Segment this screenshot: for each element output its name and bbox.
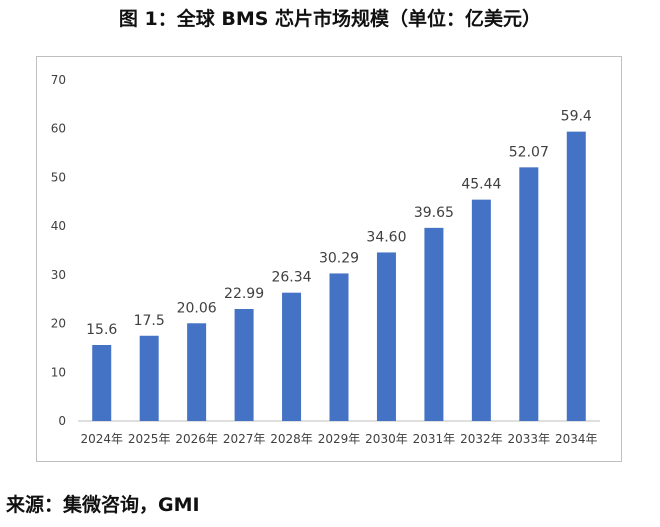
- data-label: 15.6: [86, 322, 117, 338]
- data-label: 20.06: [177, 300, 217, 316]
- bar: [234, 309, 254, 421]
- x-tick-label: 2028年: [270, 432, 313, 446]
- x-tick-label: 2024年: [80, 432, 123, 446]
- data-label: 39.65: [414, 205, 454, 221]
- x-tick-label: 2027年: [223, 432, 266, 446]
- y-tick-label: 30: [51, 268, 66, 282]
- bar: [92, 345, 112, 421]
- bar: [139, 335, 159, 421]
- y-tick-label: 20: [51, 317, 66, 331]
- y-tick-label: 0: [58, 414, 66, 428]
- x-tick-label: 2032年: [460, 432, 503, 446]
- y-tick-label: 50: [51, 170, 66, 184]
- x-tick-label: 2034年: [555, 432, 598, 446]
- data-label: 22.99: [224, 286, 264, 302]
- x-tick-label: 2030年: [365, 432, 408, 446]
- data-label: 59.4: [561, 109, 592, 125]
- bar: [424, 227, 444, 421]
- bar: [471, 199, 491, 421]
- x-tick-label: 2025年: [128, 432, 171, 446]
- x-tick-label: 2033年: [508, 432, 551, 446]
- data-label: 26.34: [271, 270, 311, 286]
- data-label: 52.07: [509, 144, 549, 160]
- bar: [519, 167, 539, 421]
- y-tick-label: 60: [51, 122, 66, 136]
- bar: [566, 131, 586, 421]
- bar: [282, 292, 302, 421]
- x-tick-label: 2029年: [318, 432, 361, 446]
- bar: [329, 273, 349, 421]
- bar: [187, 323, 207, 421]
- y-tick-label: 40: [51, 219, 66, 233]
- data-label: 34.60: [366, 229, 406, 245]
- y-tick-label: 10: [51, 365, 66, 379]
- y-tick-label: 70: [51, 73, 66, 87]
- data-label: 45.44: [461, 177, 501, 193]
- data-label: 17.5: [134, 313, 165, 329]
- bar: [376, 252, 396, 421]
- source-note: 来源：集微咨询，GMI: [6, 494, 200, 516]
- x-tick-label: 2031年: [413, 432, 456, 446]
- data-label: 30.29: [319, 250, 359, 266]
- x-tick-label: 2026年: [175, 432, 218, 446]
- chart-title: 图 1：全球 BMS 芯片市场规模（单位：亿美元）: [118, 8, 542, 30]
